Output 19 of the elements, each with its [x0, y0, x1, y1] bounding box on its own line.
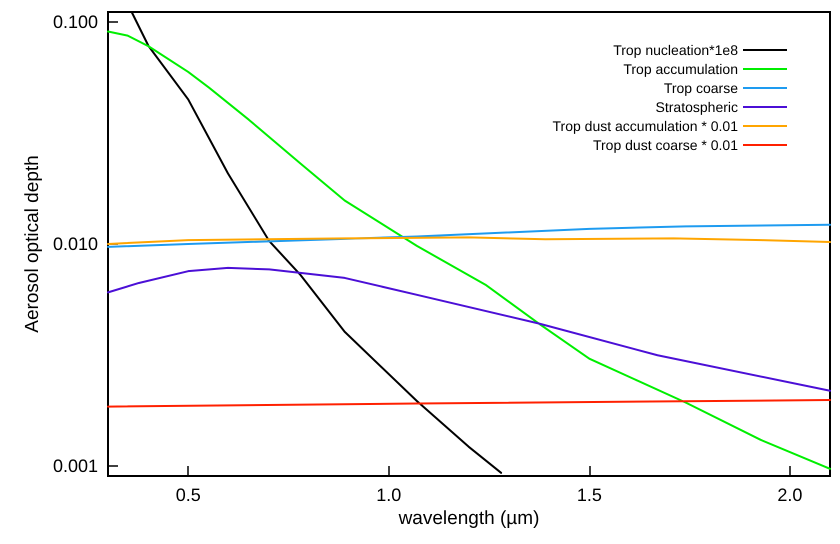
x-tick-label: 2.0 — [777, 485, 802, 505]
line-series — [107, 266, 831, 392]
legend-label: Trop dust accumulation * 0.01 — [552, 118, 738, 134]
x-tick-label: 1.5 — [576, 485, 602, 505]
legend-label: Trop nucleation*1e8 — [613, 42, 738, 58]
line-series — [107, 30, 831, 470]
x-axis-title: wavelength (µm) — [398, 508, 540, 529]
y-tick-label: 0.001 — [52, 456, 98, 476]
y-tick-label: 0.010 — [52, 234, 98, 254]
line-series — [107, 236, 831, 245]
legend-label: Trop accumulation — [623, 61, 738, 77]
x-tick-label: 0.5 — [176, 485, 201, 505]
legend-label: Stratospheric — [656, 99, 738, 115]
y-tick-label: 0.100 — [52, 12, 98, 32]
line-series — [107, 224, 831, 248]
x-tick-label: 1.0 — [376, 485, 402, 505]
legend-label: Trop coarse — [664, 80, 738, 96]
y-axis-title: Aerosol optical depth — [22, 155, 44, 333]
legend-label: Trop dust coarse * 0.01 — [592, 137, 738, 153]
